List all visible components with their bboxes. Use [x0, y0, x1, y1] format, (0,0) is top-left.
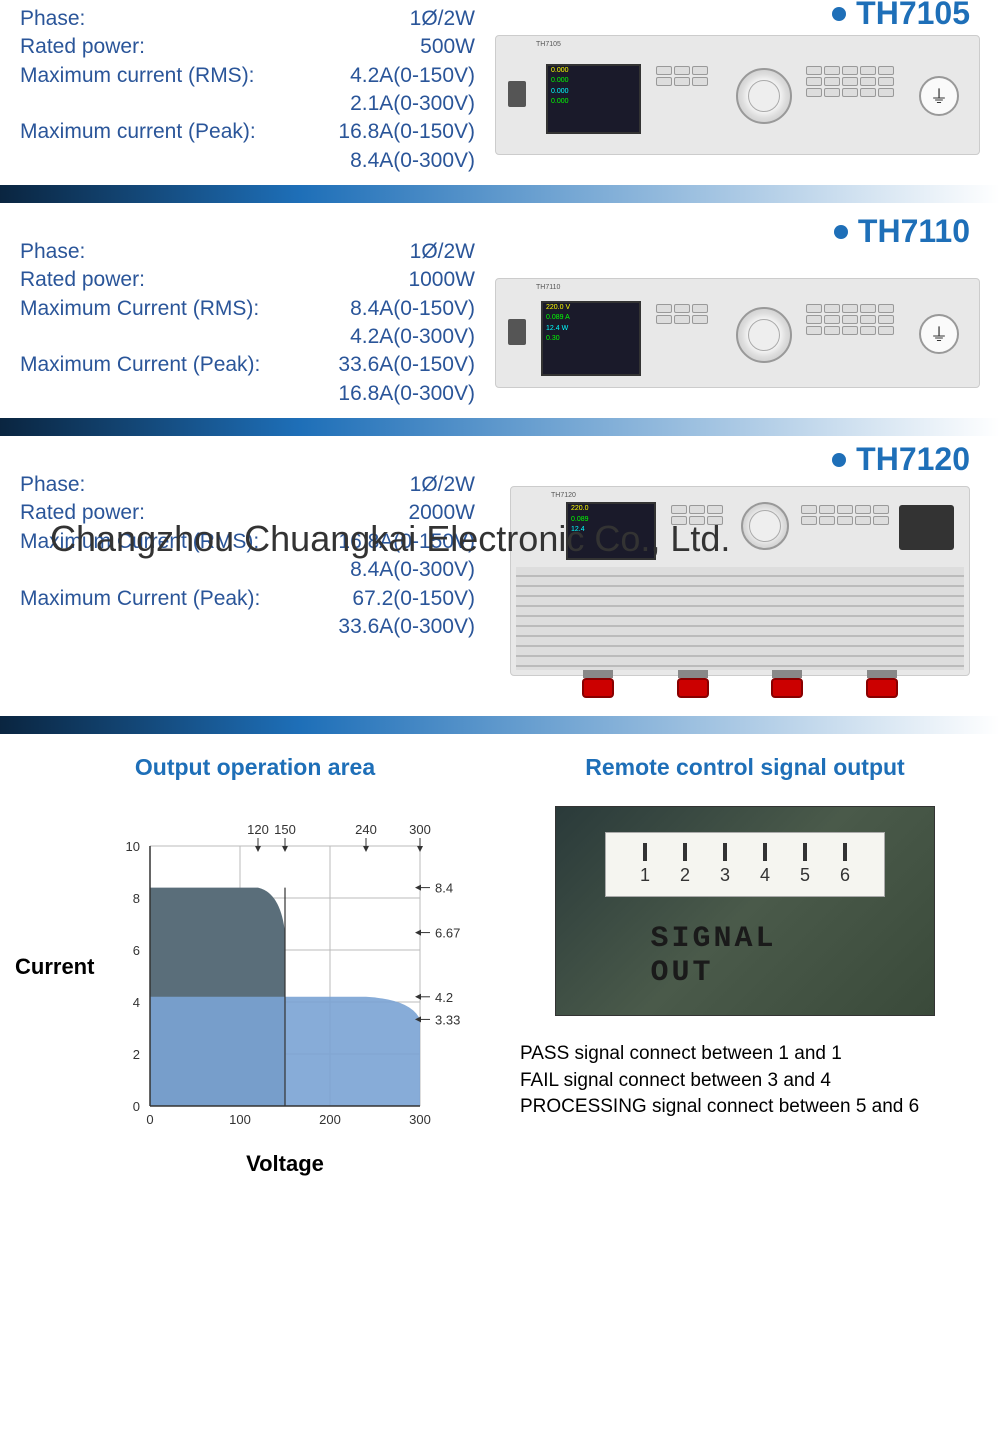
chart-column: Output operation area Current 0100200300… — [20, 754, 490, 1177]
svg-text:4.2: 4.2 — [435, 990, 453, 1005]
bullet-icon — [834, 225, 848, 239]
svg-text:8: 8 — [133, 891, 140, 906]
product-card-th7120: TH7120 Changzhou Chuangkai Electronic Co… — [0, 436, 1000, 716]
svg-text:3.33: 3.33 — [435, 1013, 460, 1028]
svg-text:6.67: 6.67 — [435, 926, 460, 941]
svg-text:6: 6 — [133, 943, 140, 958]
svg-text:300: 300 — [409, 822, 431, 837]
signal-out-label: SIGNAL OUT — [651, 922, 840, 990]
separator — [0, 418, 1000, 436]
chart-title: Output operation area — [20, 754, 490, 781]
svg-text:0: 0 — [133, 1099, 140, 1114]
product-card-th7110: TH7110 Phase:1Ø/2W Rated power:1000W Max… — [0, 203, 1000, 418]
remote-column: Remote control signal output 1 2 3 4 5 6… — [510, 754, 980, 1177]
signal-notes: PASS signal connect between 1 and 1 FAIL… — [510, 1041, 980, 1121]
product-title: TH7105 — [832, 0, 970, 32]
svg-text:240: 240 — [355, 822, 377, 837]
svg-text:10: 10 — [126, 839, 140, 854]
product-title: TH7120 — [832, 441, 970, 478]
svg-text:300: 300 — [409, 1112, 431, 1127]
specs-list: Phase:1Ø/2W Rated power:500W Maximum cur… — [20, 5, 480, 175]
svg-text:4: 4 — [133, 995, 140, 1010]
separator — [0, 716, 1000, 734]
product-image: TH7110 220.0 V 0.089 A 12.4 W 0.30 — [480, 238, 980, 408]
bullet-icon — [832, 453, 846, 467]
svg-text:120: 120 — [247, 822, 269, 837]
connector-strip: 1 2 3 4 5 6 — [605, 832, 885, 897]
separator — [0, 185, 1000, 203]
svg-text:8.4: 8.4 — [435, 881, 453, 896]
product-model: TH7105 — [856, 0, 970, 32]
svg-text:200: 200 — [319, 1112, 341, 1127]
output-area-chart: 0 100 200 300 0 2 4 6 8 10 120 150 240 300 8.4 6.67 4.2 3… — [100, 806, 480, 1146]
svg-text:0: 0 — [146, 1112, 153, 1127]
product-model: TH7110 — [858, 213, 970, 250]
svg-text:100: 100 — [229, 1112, 251, 1127]
y-axis-label: Current — [15, 954, 94, 980]
product-title: TH7110 — [834, 213, 970, 250]
remote-title: Remote control signal output — [510, 754, 980, 781]
bullet-icon — [832, 7, 846, 21]
product-model: TH7120 — [856, 441, 970, 478]
x-axis-label: Voltage — [80, 1151, 490, 1177]
product-image: TH7120 220.0 0.089 12.4 — [480, 471, 980, 676]
bottom-section: Output operation area Current 0100200300… — [0, 734, 1000, 1197]
product-card-th7105: TH7105 Phase:1Ø/2W Rated power:500W Maxi… — [0, 0, 1000, 185]
svg-text:150: 150 — [274, 822, 296, 837]
specs-list: Phase:1Ø/2W Rated power:2000W Maximum Cu… — [20, 471, 480, 676]
specs-list: Phase:1Ø/2W Rated power:1000W Maximum Cu… — [20, 238, 480, 408]
svg-text:2: 2 — [133, 1047, 140, 1062]
signal-out-image: 1 2 3 4 5 6 SIGNAL OUT — [555, 806, 935, 1016]
